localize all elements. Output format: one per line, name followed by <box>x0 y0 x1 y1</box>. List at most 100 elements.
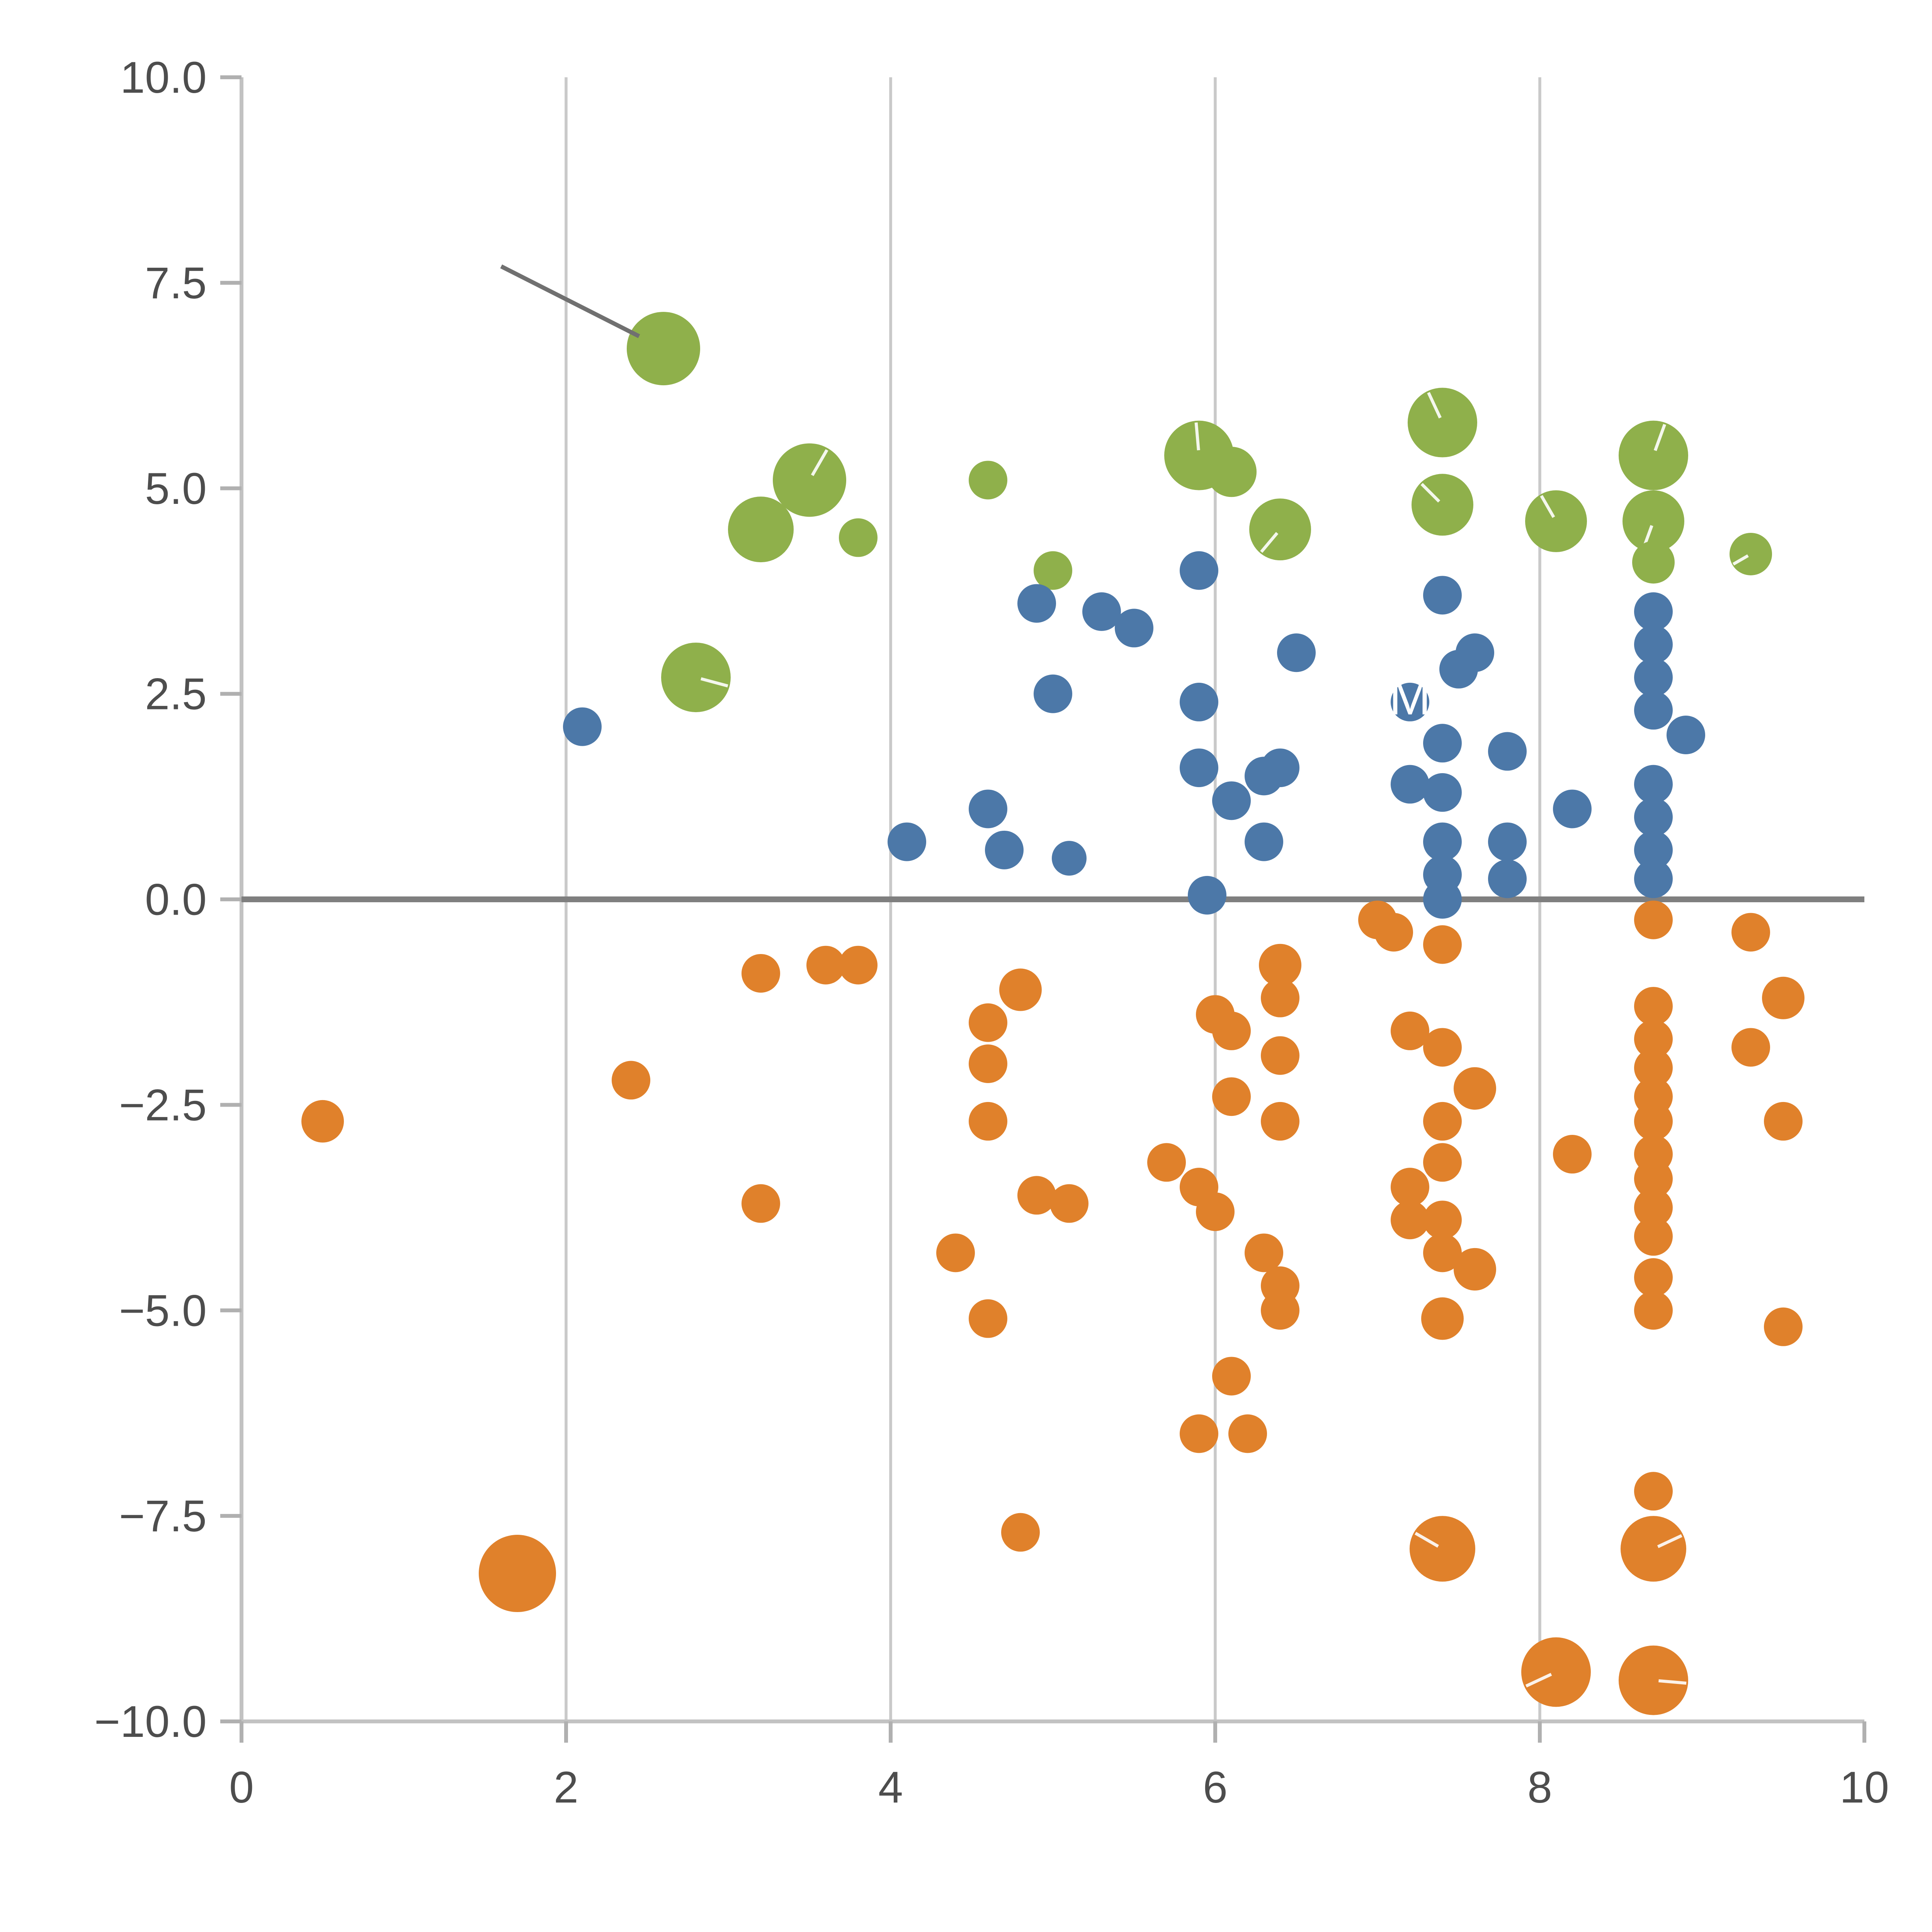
bubble-blue <box>1423 724 1462 763</box>
bubble-green <box>728 497 794 563</box>
bubble-highlight-tick <box>1657 1534 1682 1548</box>
annotation-text: M <box>1389 669 1431 725</box>
bubble-orange <box>1050 1184 1088 1223</box>
bubble-orange <box>969 1003 1007 1042</box>
bubble-green <box>1408 388 1477 457</box>
bubble-orange <box>1147 1143 1186 1182</box>
bubble-green <box>1249 498 1311 561</box>
bubble-orange <box>1423 1201 1462 1240</box>
bubble-orange <box>1454 1067 1496 1110</box>
bubble-blue <box>1634 691 1673 730</box>
bubble-highlight-tick <box>1540 495 1555 518</box>
bubble-blue <box>1667 716 1705 754</box>
bubble-blue <box>888 822 926 861</box>
bubble-orange <box>1196 1192 1235 1231</box>
bubble-orange <box>1634 1258 1673 1297</box>
bubble-green <box>1622 490 1684 552</box>
bubble-blue <box>1423 880 1462 919</box>
bubble-blue <box>1423 576 1462 615</box>
bubble-highlight-tick <box>1653 423 1667 451</box>
bubble-orange <box>301 1100 344 1143</box>
bubble-orange <box>1374 913 1413 952</box>
x-tick-label: 6 <box>1203 1763 1228 1812</box>
bubble-orange <box>1634 1291 1673 1330</box>
bubble-blue <box>1261 748 1299 787</box>
y-tick-label: −10.0 <box>94 1697 207 1747</box>
x-tick-label: 4 <box>878 1763 903 1812</box>
bubble-blue <box>1488 732 1527 771</box>
bubble-orange <box>1731 1028 1770 1067</box>
bubble-orange <box>1634 1217 1673 1256</box>
bubble-orange <box>1634 987 1673 1026</box>
bubble-orange <box>742 1184 780 1223</box>
bubble-orange <box>1634 1188 1673 1227</box>
bubble-orange <box>1634 1048 1673 1087</box>
bubble-orange <box>1391 1168 1429 1207</box>
tick-labels: −10.0 −7.5 −5.0 −2.5 0.0 2.5 5.0 7.5 10.0 0 2 4 6 8 10 <box>94 53 1889 1812</box>
bubble-blue <box>1180 682 1218 721</box>
bubble-blue <box>1456 633 1494 672</box>
bubble-layer <box>301 312 1804 1715</box>
bubble-green <box>1730 532 1772 575</box>
bubble-blue <box>1034 674 1072 713</box>
bubble-blue <box>1488 859 1527 898</box>
bubble-orange <box>1017 1176 1056 1215</box>
bubble-highlight-tick <box>1427 392 1442 419</box>
bubble-blue <box>1634 658 1673 697</box>
axes-spines <box>220 75 1866 1743</box>
x-tick-label: 0 <box>229 1763 254 1812</box>
bubble-green <box>1525 490 1587 552</box>
bubble-orange <box>969 1299 1007 1338</box>
bubble-orange <box>806 946 845 985</box>
y-tick-label: −5.0 <box>119 1286 207 1335</box>
y-tick-label: −7.5 <box>119 1492 207 1541</box>
bubble-blue <box>1391 765 1429 804</box>
bubble-orange <box>1261 1291 1299 1330</box>
bubble-blue <box>1634 798 1673 837</box>
bubble-blue <box>969 789 1007 828</box>
y-tick-label: −2.5 <box>119 1080 207 1130</box>
y-tick-label: 7.5 <box>145 259 207 308</box>
bubble-orange <box>1634 1159 1673 1198</box>
bubble-orange <box>1261 1102 1299 1141</box>
bubble-orange <box>969 1102 1007 1141</box>
bubble-orange <box>1619 1645 1688 1715</box>
bubble-orange <box>1261 1036 1299 1075</box>
bubble-blue <box>1423 822 1462 861</box>
bubble-orange <box>1634 1472 1673 1511</box>
bubble-blue <box>1245 822 1283 861</box>
bubble-blue <box>1391 682 1429 721</box>
bubble-highlight-tick <box>701 677 728 688</box>
bubble-blue <box>1017 584 1056 623</box>
bubble-orange <box>1410 1516 1475 1582</box>
bubble-highlight-tick <box>1658 1679 1687 1685</box>
bubble-green <box>773 443 846 517</box>
bubble-orange <box>1391 1201 1429 1240</box>
bubble-orange <box>1454 1248 1496 1291</box>
bubble-blue <box>563 707 602 746</box>
bubble-orange <box>1423 1028 1462 1067</box>
bubble-orange <box>1634 900 1673 939</box>
bubble-blue <box>1052 841 1087 876</box>
bubble-blue <box>1180 551 1218 590</box>
bubble-orange <box>1245 1233 1283 1272</box>
bubble-orange <box>742 954 780 993</box>
bubble-orange <box>1762 976 1804 1019</box>
bubble-highlight-tick <box>811 449 828 476</box>
bubble-highlight-tick <box>1194 422 1200 451</box>
bubble-blue <box>1277 633 1316 672</box>
bubble-green <box>1632 541 1675 584</box>
bubble-orange <box>1423 1143 1462 1182</box>
bubble-orange <box>1259 944 1301 986</box>
bubble-green <box>1034 551 1072 590</box>
bubble-orange <box>1212 1357 1251 1396</box>
bubble-orange <box>1212 1077 1251 1116</box>
bubble-orange <box>1634 1102 1673 1141</box>
bubble-orange <box>969 1044 1007 1083</box>
series-orange <box>301 900 1804 1715</box>
bubble-blue <box>1423 773 1462 812</box>
bubble-orange <box>1423 925 1462 964</box>
bubble-orange <box>1553 1135 1592 1174</box>
